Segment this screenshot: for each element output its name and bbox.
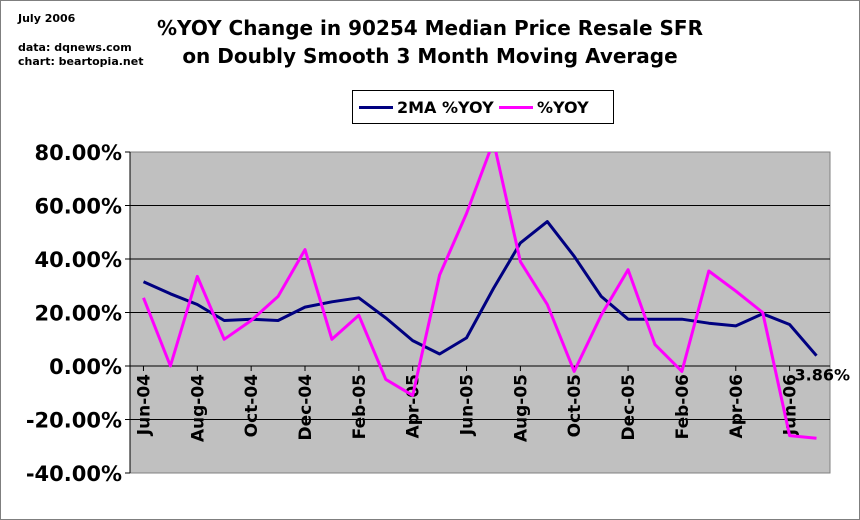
y-tick-label: 80.00%	[35, 141, 122, 165]
chart-title: %YOY Change in 90254 Median Price Resale…	[130, 14, 730, 70]
x-tick-label: Apr-06	[727, 374, 747, 438]
x-tick-label: Oct-05	[565, 374, 585, 437]
legend-item-2ma: 2MA %YOY	[359, 91, 494, 123]
x-tick-label: Jun-05	[458, 374, 478, 436]
y-tick-label: -40.00%	[26, 462, 122, 486]
legend-label-2ma: 2MA %YOY	[397, 97, 494, 117]
y-tick-label: 60.00%	[35, 195, 122, 219]
x-tick-label: Jun-04	[134, 374, 154, 436]
legend-label-yoy: %YOY	[537, 97, 589, 117]
data-label: 3.86%	[795, 366, 851, 385]
chart-title-line-2: on Doubly Smooth 3 Month Moving Average	[182, 44, 678, 68]
chart-title-line-1: %YOY Change in 90254 Median Price Resale…	[157, 16, 703, 40]
x-tick-label: Feb-05	[350, 374, 370, 439]
series-line-yoy	[142, 152, 817, 440]
x-tick-label: Dec-04	[296, 374, 316, 441]
x-tick-label: Dec-05	[619, 374, 639, 440]
x-tick-label: Oct-04	[242, 374, 262, 438]
chart-credit-note: chart: beartopia.net	[18, 55, 144, 68]
y-tick-label: 0.00%	[49, 355, 122, 379]
legend-swatch-2ma	[359, 105, 393, 109]
y-tick-label: 20.00%	[35, 302, 122, 326]
legend-item-yoy: %YOY	[499, 91, 589, 123]
legend-swatch-yoy	[499, 105, 533, 109]
y-tick-label: -20.00%	[26, 409, 122, 433]
x-tick-label: Apr-05	[404, 374, 424, 438]
series-line-2ma	[142, 220, 818, 357]
x-tick-label: Aug-05	[511, 374, 531, 442]
x-tick-label: Feb-06	[673, 374, 693, 439]
date-note: July 2006	[18, 12, 76, 25]
data-source-note: data: dqnews.com	[18, 41, 132, 54]
y-tick-label: 40.00%	[35, 248, 122, 272]
legend: 2MA %YOY %YOY	[352, 90, 614, 124]
x-tick-label: Aug-04	[188, 374, 208, 442]
